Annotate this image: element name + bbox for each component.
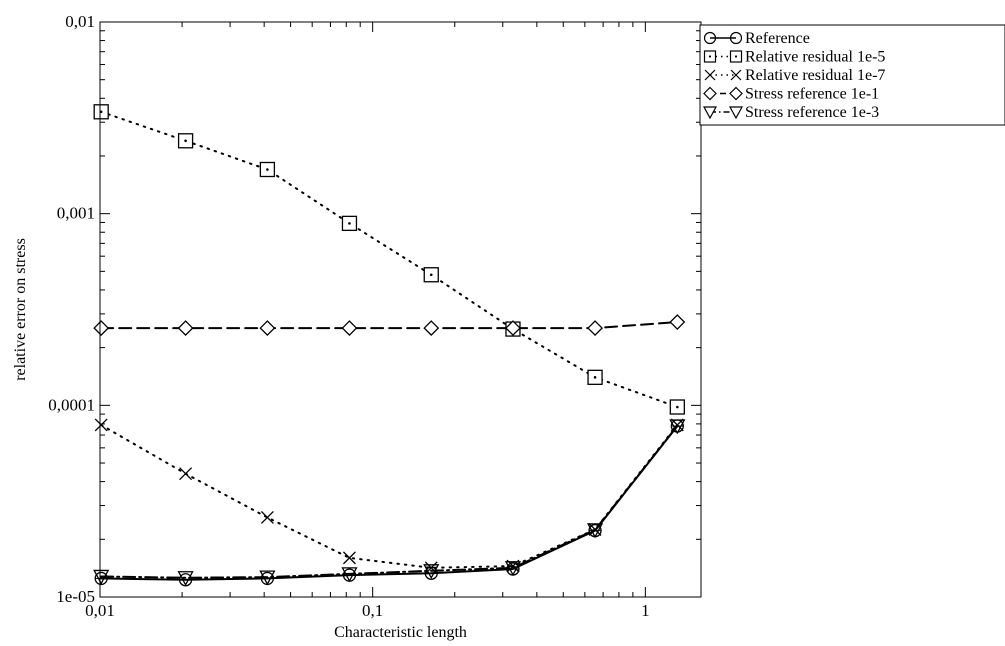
series-3: [94, 418, 684, 575]
series-2: [93, 104, 685, 415]
x-tick-label: 0,01: [85, 601, 115, 620]
series-2-point: [587, 369, 603, 385]
legend-marker-dot: [734, 55, 738, 58]
legend-marker: [729, 86, 743, 101]
series-2-point-dot: [593, 376, 597, 379]
series-4-point: [177, 320, 194, 336]
y-tick-label: 0,001: [57, 204, 95, 223]
series-4-point: [423, 320, 440, 336]
series-3-point-stroke-b: [179, 467, 193, 481]
x-tick-label: 0,1: [362, 601, 383, 620]
legend-marker: [729, 31, 743, 45]
legend-marker: [703, 31, 717, 45]
series-2-line: [100, 110, 679, 409]
series-5-point-shape: [341, 567, 358, 583]
series-5-point: [341, 567, 358, 583]
series-4-point-shape: [93, 320, 110, 336]
legend-marker: [730, 69, 742, 81]
series-4-point-shape: [341, 320, 358, 336]
y-tick-label: 0,0001: [48, 395, 95, 414]
legend-label: Reference: [745, 30, 810, 47]
series-2-point: [93, 104, 109, 120]
axis-ticks: 0,01 0,1 1 1e-05 0,0001 0,001 0,01: [48, 12, 701, 620]
legend-label: Relative residual 1e-5: [745, 49, 885, 66]
series-4-line: [100, 321, 679, 330]
legend-entry: Stress reference 1e-3: [702, 104, 879, 121]
series-4-point-shape: [505, 320, 521, 336]
series-5-point: [586, 523, 604, 539]
legend-marker: [728, 106, 744, 120]
series-4-point: [93, 320, 110, 336]
series-4-point-shape: [587, 320, 603, 336]
series-3-point: [94, 418, 108, 432]
series-5-line: [100, 425, 679, 579]
series-3-point: [342, 551, 356, 565]
series-3-point-stroke-b: [260, 511, 274, 524]
series-4-point: [259, 320, 276, 336]
series-2-point: [341, 215, 358, 232]
series-5-point: [259, 570, 276, 586]
series-5-point-shape: [504, 561, 522, 577]
series-5: [93, 419, 686, 587]
series-5-point-shape: [177, 571, 194, 587]
legend-label: Relative residual 1e-7: [745, 67, 885, 84]
series-2-point-dot: [184, 139, 187, 143]
x-tick-label: 1: [641, 601, 650, 620]
series-2-point: [259, 161, 276, 178]
series-3-point: [260, 511, 274, 524]
series-1-point: [424, 566, 438, 580]
y-tick-label: 1e-05: [56, 587, 95, 606]
plot-area-frame: [99, 21, 702, 598]
series-4-point: [505, 320, 521, 336]
series-5-point: [423, 564, 440, 580]
series-2-point-dot: [676, 405, 679, 409]
legend: Reference Relative residual 1e-5Relative …: [699, 24, 1005, 126]
legend-label: Stress reference 1e-1: [745, 86, 879, 103]
series-5-point: [504, 561, 522, 577]
series-3-line: [100, 423, 679, 569]
series-5-point-shape: [586, 523, 604, 539]
series-2-point: [177, 133, 194, 149]
series-5-point: [177, 571, 194, 587]
legend-entry: Stress reference 1e-1: [703, 86, 879, 103]
series-5-point-shape: [93, 569, 110, 585]
series-3-point-stroke-b: [94, 418, 108, 432]
y-tick-label: 0,01: [65, 12, 95, 31]
series-4-point: [669, 314, 686, 330]
series-4-point-shape: [177, 320, 194, 336]
legend-marker: [703, 86, 717, 101]
legend-entry: Relative residual 1e-5: [703, 49, 885, 66]
series-5-point-shape: [423, 564, 440, 580]
legend-box: [699, 24, 1005, 126]
series-layer: [93, 104, 686, 587]
y-axis-label: relative error on stress: [12, 238, 29, 381]
series-2-point-dot: [429, 273, 433, 277]
series-2-point-dot: [99, 110, 103, 114]
series-3-point: [179, 467, 193, 481]
series-4-point-shape: [669, 314, 686, 330]
series-5-point-shape: [669, 419, 686, 435]
legend-entry: Reference: [703, 30, 810, 47]
series-5-point: [669, 419, 686, 435]
series-2-point: [669, 399, 685, 415]
x-axis-label: Characteristic length: [334, 624, 467, 641]
series-4-point: [341, 320, 358, 336]
legend-entry: Relative residual 1e-7: [704, 67, 885, 84]
series-2-point-dot: [348, 222, 351, 225]
series-2-point-dot: [266, 168, 269, 171]
series-4-point-shape: [259, 320, 276, 336]
legend-marker: [704, 69, 716, 81]
legend-label: Stress reference 1e-3: [745, 104, 879, 121]
series-2-point: [423, 267, 439, 283]
series-4: [93, 314, 686, 336]
legend-marker-dot: [708, 55, 712, 58]
series-4-point-shape: [423, 320, 440, 336]
series-5-point-shape: [259, 570, 276, 586]
series-5-point: [93, 569, 110, 585]
series-4-point: [587, 320, 603, 336]
legend-marker: [702, 106, 718, 120]
series-3-point-stroke-b: [342, 551, 356, 565]
